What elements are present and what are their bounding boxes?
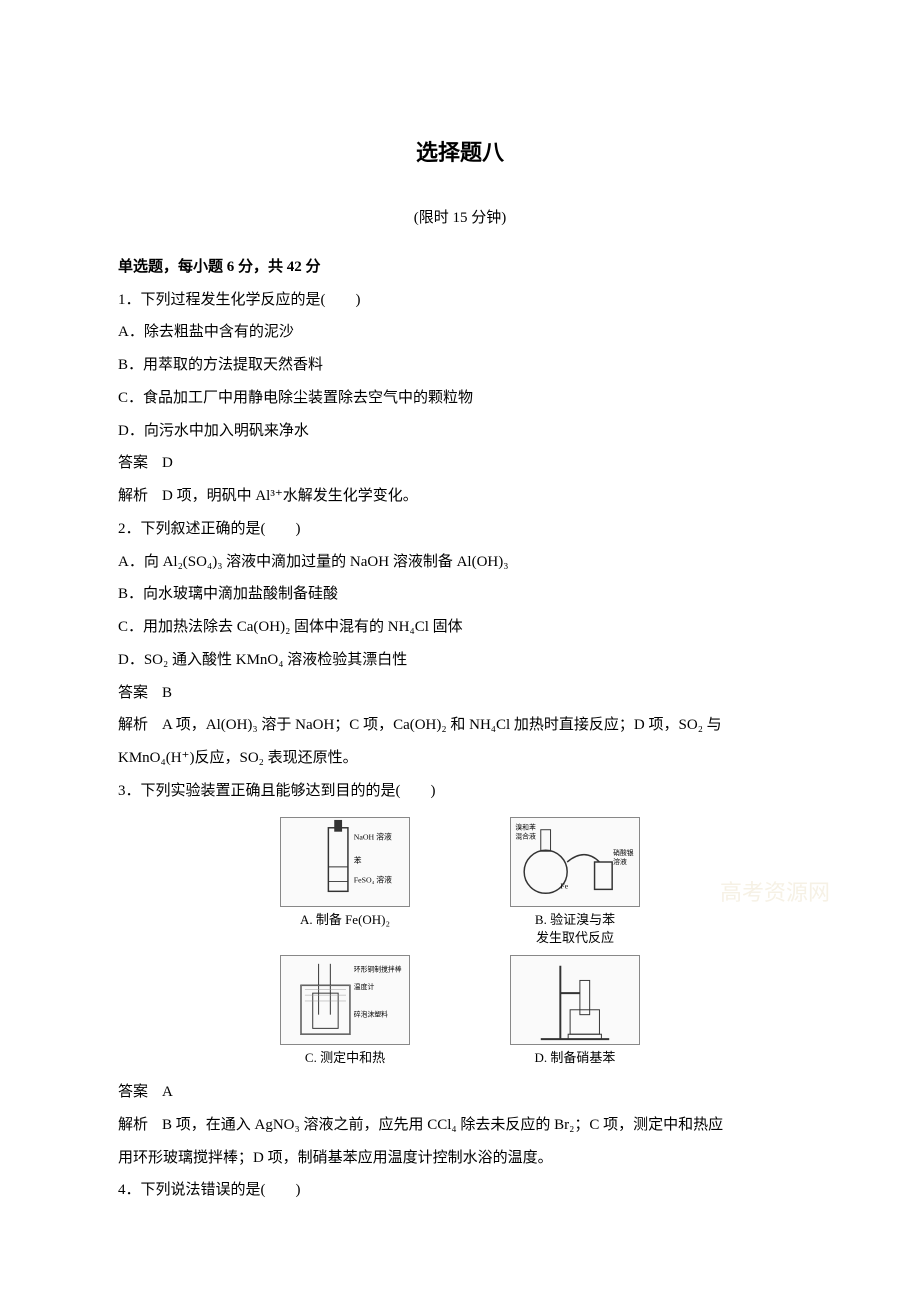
q1-explain-line: 解析 D 项，明矾中 Al³⁺水解发生化学变化。 [118,481,802,512]
q4-stem: 4．下列说法错误的是( ) [118,1175,802,1206]
q3-fig-a: NaOH 溶液 苯 FeSO₄ 溶液 A. 制备 Fe(OH)₂ [250,817,440,947]
svg-text:硝酸银: 硝酸银 [613,848,634,857]
apparatus-b-icon: 溴和苯 混合液 硝酸银 溶液 Fe [510,817,640,907]
q3-answer: A [162,1084,173,1100]
watermark: 高考资源网 [720,870,830,915]
q1-stem: 1．下列过程发生化学反应的是( ) [118,285,802,316]
q3-explain-line1: 解析 B 项，在通入 AgNO₃ 溶液之前，应先用 CCl₄ 除去未反应的 Br₂… [118,1110,802,1141]
q2-option-b: B．向水玻璃中滴加盐酸制备硅酸 [118,579,802,610]
q1-option-d: D．向污水中加入明矾来净水 [118,416,802,447]
q3-fig-c: 环形铜制搅拌棒 温度计 碎泡沫塑料 C. 测定中和热 [250,955,440,1067]
svg-text:FeSO₄ 溶液: FeSO₄ 溶液 [354,874,392,884]
q3-explain1: B 项，在通入 AgNO₃ 溶液之前，应先用 CCl₄ 除去未反应的 Br₂；C… [162,1117,723,1133]
q2-option-c: C．用加热法除去 Ca(OH)₂ 固体中混有的 NH₄Cl 固体 [118,612,802,643]
q3-fig-d: D. 制备硝基苯 [480,955,670,1067]
fig-a-caption: A. 制备 Fe(OH)₂ [250,911,440,929]
explain-label: 解析 [118,710,148,741]
svg-text:Fe: Fe [560,881,568,890]
q3-stem: 3．下列实验装置正确且能够达到目的的是( ) [118,776,802,807]
q2-explain-line2: KMnO₄(H⁺)反应，SO₂ 表现还原性。 [118,743,802,774]
q3-explain-line2: 用环形玻璃搅拌棒；D 项，制硝基苯应用温度计控制水浴的温度。 [118,1143,802,1174]
svg-text:溶液: 溶液 [613,857,627,866]
q3-figure-grid: NaOH 溶液 苯 FeSO₄ 溶液 A. 制备 Fe(OH)₂ 溴和苯 混合液… [250,817,670,1068]
fig-c-caption: C. 测定中和热 [250,1049,440,1067]
apparatus-d-icon [510,955,640,1045]
svg-text:苯: 苯 [354,855,362,865]
svg-text:NaOH 溶液: NaOH 溶液 [354,831,392,841]
answer-label: 答案 [118,1077,148,1108]
svg-text:混合液: 混合液 [515,831,536,840]
fig-b-caption1: B. 验证溴与苯 [480,911,670,929]
q2-option-d: D．SO₂ 通入酸性 KMnO₄ 溶液检验其漂白性 [118,645,802,676]
apparatus-c-icon: 环形铜制搅拌棒 温度计 碎泡沫塑料 [280,955,410,1045]
q2-option-a: A．向 Al₂(SO₄)₃ 溶液中滴加过量的 NaOH 溶液制备 Al(OH)₃ [118,547,802,578]
q2-answer-line: 答案 B [118,678,802,709]
q2-explain1: A 项，Al(OH)₃ 溶于 NaOH；C 项，Ca(OH)₂ 和 NH₄Cl … [162,717,722,733]
q1-option-c: C．食品加工厂中用静电除尘装置除去空气中的颗粒物 [118,383,802,414]
explain-label: 解析 [118,481,148,512]
q1-option-b: B．用萃取的方法提取天然香料 [118,350,802,381]
q1-answer: D [162,455,173,471]
fig-b-caption2: 发生取代反应 [480,929,670,947]
q3-fig-b: 溴和苯 混合液 硝酸银 溶液 Fe B. 验证溴与苯 发生取代反应 [480,817,670,947]
q2-answer: B [162,685,172,701]
q1-explain: D 项，明矾中 Al³⁺水解发生化学变化。 [162,488,418,504]
q1-answer-line: 答案 D [118,448,802,479]
fig-d-caption: D. 制备硝基苯 [480,1049,670,1067]
svg-text:温度计: 温度计 [354,982,375,991]
q1-option-a: A．除去粗盐中含有的泥沙 [118,317,802,348]
q2-stem: 2．下列叙述正确的是( ) [118,514,802,545]
q3-answer-line: 答案 A [118,1077,802,1108]
answer-label: 答案 [118,448,148,479]
page-title: 选择题八 [118,130,802,175]
apparatus-a-icon: NaOH 溶液 苯 FeSO₄ 溶液 [280,817,410,907]
time-limit: (限时 15 分钟) [118,203,802,234]
svg-text:环形铜制搅拌棒: 环形铜制搅拌棒 [354,965,402,974]
answer-label: 答案 [118,678,148,709]
svg-text:溴和苯: 溴和苯 [515,822,536,831]
section-header: 单选题，每小题 6 分，共 42 分 [118,252,802,283]
q2-explain-line1: 解析 A 项，Al(OH)₃ 溶于 NaOH；C 项，Ca(OH)₂ 和 NH₄C… [118,710,802,741]
svg-text:碎泡沫塑料: 碎泡沫塑料 [354,1010,388,1019]
explain-label: 解析 [118,1110,148,1141]
